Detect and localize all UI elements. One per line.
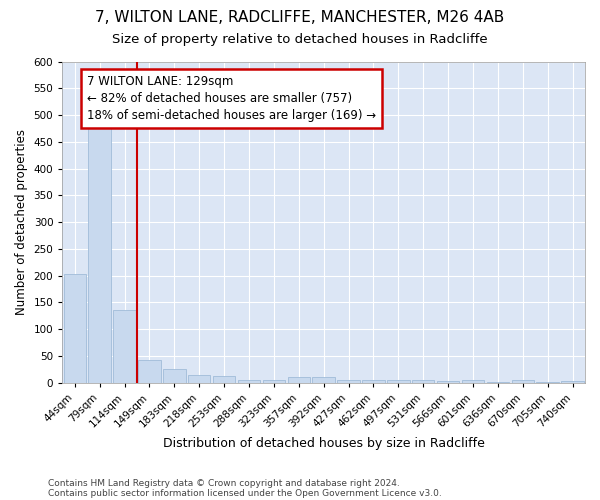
Bar bbox=[313, 378, 335, 383]
Bar bbox=[462, 380, 484, 383]
Text: 7, WILTON LANE, RADCLIFFE, MANCHESTER, M26 4AB: 7, WILTON LANE, RADCLIFFE, MANCHESTER, M… bbox=[95, 10, 505, 25]
Bar bbox=[238, 380, 260, 383]
Bar bbox=[213, 376, 235, 383]
Bar bbox=[113, 310, 136, 383]
Text: Size of property relative to detached houses in Radcliffe: Size of property relative to detached ho… bbox=[112, 32, 488, 46]
Bar bbox=[188, 374, 211, 383]
Text: Contains public sector information licensed under the Open Government Licence v3: Contains public sector information licen… bbox=[48, 488, 442, 498]
Bar bbox=[337, 380, 360, 383]
Bar bbox=[138, 360, 161, 383]
Bar bbox=[562, 381, 584, 383]
Bar bbox=[536, 382, 559, 383]
Bar bbox=[287, 377, 310, 383]
Bar bbox=[512, 380, 534, 383]
Text: Contains HM Land Registry data © Crown copyright and database right 2024.: Contains HM Land Registry data © Crown c… bbox=[48, 478, 400, 488]
Bar bbox=[487, 382, 509, 383]
Bar bbox=[437, 381, 460, 383]
Bar bbox=[412, 380, 434, 383]
Bar bbox=[163, 370, 185, 383]
Bar bbox=[362, 380, 385, 383]
Text: 7 WILTON LANE: 129sqm
← 82% of detached houses are smaller (757)
18% of semi-det: 7 WILTON LANE: 129sqm ← 82% of detached … bbox=[87, 75, 376, 122]
Y-axis label: Number of detached properties: Number of detached properties bbox=[15, 129, 28, 315]
X-axis label: Distribution of detached houses by size in Radcliffe: Distribution of detached houses by size … bbox=[163, 437, 485, 450]
Bar bbox=[64, 274, 86, 383]
Bar bbox=[88, 127, 111, 383]
Bar bbox=[387, 380, 410, 383]
Bar bbox=[263, 380, 285, 383]
